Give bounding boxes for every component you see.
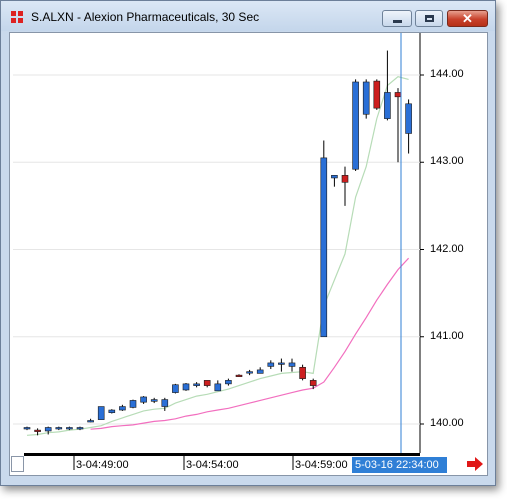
y-tick-label: 143.00	[430, 155, 464, 168]
candle-body	[331, 175, 338, 179]
candle-body	[256, 369, 264, 374]
time-axis-bar	[24, 453, 420, 456]
x-tick-label: 3-04:54:00	[186, 459, 239, 471]
candle-body	[34, 429, 41, 432]
chart-window: S.ALXN - Alexion Pharmaceuticals, 30 Sec…	[0, 0, 496, 486]
candle-body	[129, 400, 137, 408]
candle-body	[246, 371, 253, 374]
candle-body	[288, 362, 296, 367]
candle-body	[182, 383, 190, 391]
corner-box[interactable]	[11, 456, 24, 472]
candle-body	[405, 103, 412, 134]
close-icon: ✕	[462, 11, 473, 26]
close-button[interactable]: ✕	[447, 10, 488, 27]
candle-body	[278, 362, 285, 365]
plot-area	[13, 34, 420, 452]
candle-body	[203, 380, 211, 386]
candle-body	[66, 427, 73, 430]
chart-panel[interactable]: 144.00 143.00 142.00 141.00 140.00 3-04:…	[9, 32, 488, 476]
cursor-time-label: 5-03-16 22:34:00	[352, 457, 447, 473]
x-tick-label: 3-04:49:00	[76, 459, 129, 471]
candle-body	[23, 427, 31, 430]
candle-body	[299, 366, 306, 379]
candle-body	[55, 427, 63, 430]
candle-body	[44, 427, 52, 432]
candle-body	[76, 427, 84, 430]
title-bar[interactable]: S.ALXN - Alexion Pharmaceuticals, 30 Sec…	[1, 1, 495, 31]
candle-body	[341, 175, 349, 183]
maximize-icon	[424, 15, 434, 22]
candle-body	[373, 80, 381, 109]
y-tick-label: 141.00	[430, 329, 464, 342]
fast-moving-average-line	[26, 76, 409, 436]
candle-body	[161, 399, 169, 407]
window-title: S.ALXN - Alexion Pharmaceuticals, 30 Sec	[31, 10, 260, 24]
chart-app-icon[interactable]	[11, 11, 25, 23]
candle-body	[267, 362, 275, 367]
candle-body	[384, 92, 391, 119]
candle-body	[394, 92, 402, 98]
candle-body	[362, 81, 370, 115]
candle-body	[97, 406, 105, 420]
candle-body	[193, 383, 200, 386]
candle-body	[172, 384, 179, 393]
candle-body	[119, 406, 126, 411]
candle-body	[87, 420, 94, 423]
y-tick-label: 144.00	[430, 68, 464, 80]
x-tick-label: 3-04:59:00	[295, 459, 348, 471]
price-chart[interactable]	[10, 33, 487, 475]
candle-body	[150, 399, 158, 402]
candle-body	[320, 157, 328, 338]
minimize-button[interactable]	[382, 10, 412, 27]
y-tick-label: 142.00	[430, 242, 464, 255]
candle-body	[352, 81, 359, 170]
scroll-right-arrow-icon[interactable]	[466, 457, 484, 471]
y-tick-label: 140.00	[430, 417, 464, 429]
candle-body	[235, 374, 243, 377]
maximize-button[interactable]	[415, 10, 443, 27]
candle-body	[108, 409, 116, 413]
candle-body	[214, 383, 222, 392]
candle-body	[225, 380, 232, 385]
minimize-icon	[392, 19, 402, 23]
candle-body	[140, 396, 147, 403]
candle-body	[309, 380, 317, 386]
slow-moving-average-line	[90, 257, 410, 430]
